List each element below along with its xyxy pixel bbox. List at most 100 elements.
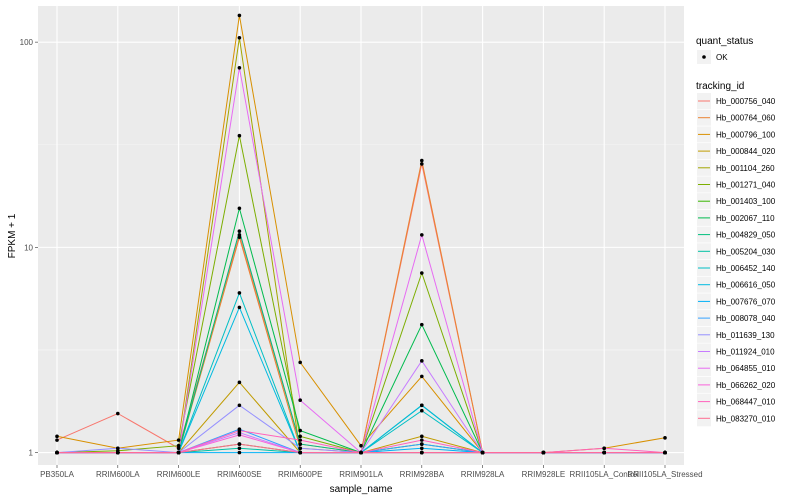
data-point [237,13,242,18]
legend-label: Hb_064855_010 [716,364,776,373]
data-point [298,450,303,455]
data-point [237,291,242,295]
data-point [237,446,242,451]
legend-tracking-title: tracking_id [696,81,744,92]
data-point [420,450,424,455]
x-tick-label: RRII105LA_Stressed [627,470,702,479]
data-point [237,229,242,233]
series-points [55,13,667,455]
legend-label: Hb_000844_020 [716,147,776,156]
data-point [602,450,606,455]
x-axis-ticks: PB350LA RRIM600LA RRIM600LE RRIM600SE RRIM60… [40,465,703,479]
y-axis-ticks: 1 10 100 [20,38,38,458]
data-point [359,450,363,455]
data-point [176,446,181,451]
x-tick-label: RRIM600PE [278,470,322,479]
y-axis-title: FPKM + 1 [7,213,18,258]
data-point [298,438,303,442]
data-point [663,436,667,440]
y-tick-label: 100 [20,38,34,47]
data-point [176,450,181,455]
data-point [298,398,303,402]
x-axis-title: sample_name [330,484,393,495]
data-point [237,380,242,385]
data-point [420,374,424,379]
data-point [420,359,424,363]
x-tick-label: RRIM600SE [217,470,261,479]
legend-tracking-entries: Hb_000756_040 Hb_000764_060 Hb_000796_100 H… [697,93,776,427]
x-tick-label: PB350LA [40,470,74,479]
x-tick-label: RRIM901LA [339,470,383,479]
data-point [237,35,242,40]
data-point [55,438,59,442]
legend-label: Hb_007676_070 [716,297,776,306]
data-point [298,446,303,451]
data-point [420,408,424,413]
y-tick-label: 1 [29,449,34,458]
data-point [237,305,242,310]
data-point [116,446,120,451]
data-point [420,442,424,446]
data-point [420,158,424,163]
data-point [237,428,242,433]
data-point [420,438,424,442]
data-point [420,434,424,439]
data-point [237,433,242,437]
legend-label: Hb_001104_260 [716,164,775,173]
data-point [420,233,424,237]
data-point [420,403,424,408]
x-tick-label: RRIM928BA [400,470,445,479]
data-point [55,434,59,439]
data-point [420,322,424,327]
data-point [298,442,303,446]
data-point [237,442,242,446]
data-point [237,403,242,408]
data-point [541,450,546,455]
data-point [359,443,363,448]
data-point [176,438,181,442]
data-point [480,450,485,455]
x-tick-label: RRIM928LA [461,470,505,479]
data-point [237,206,242,211]
legend-label: Hb_006616_050 [716,281,776,290]
y-tick-label: 10 [24,243,33,252]
legend-label: Hb_066262_020 [716,381,776,390]
data-point [237,65,242,70]
legend-label: Hb_006452_140 [716,264,776,273]
legend-quant-label: OK [716,53,728,62]
data-point [602,446,606,451]
legend-label: Hb_004829_050 [716,231,776,240]
data-point [298,428,303,433]
data-point [237,133,242,138]
data-point [116,450,120,455]
legend-quant-point [702,55,706,59]
legend: quant_status OK tracking_id Hb_000756_04… [696,36,776,427]
x-tick-label: RRIM600LA [96,470,140,479]
legend-label: Hb_002067_110 [716,214,775,223]
data-point [420,446,424,451]
data-point [298,360,303,365]
data-point [663,450,667,455]
data-point [176,443,181,448]
x-tick-label: RRIM600LE [157,470,201,479]
legend-label: Hb_001403_100 [716,197,776,206]
data-point [420,271,424,275]
x-tick-label: RRII105LA_Control [570,470,640,479]
legend-label: Hb_005204_030 [716,247,776,256]
data-point [298,434,303,439]
x-tick-label: RRIM928LE [522,470,566,479]
data-point [420,162,424,166]
legend-label: Hb_083270_010 [716,414,776,423]
legend-label: Hb_011924_010 [716,348,775,357]
legend-label: Hb_000756_040 [716,97,776,106]
legend-label: Hb_001271_040 [716,181,776,190]
data-point [116,411,120,416]
legend-label: Hb_068447_010 [716,398,776,407]
data-point [237,235,242,240]
legend-label: Hb_000764_060 [716,114,776,123]
data-point [55,450,59,455]
legend-label: Hb_008078_040 [716,314,776,323]
legend-label: Hb_000796_100 [716,130,776,139]
legend-quant-entries: OK [697,50,728,64]
